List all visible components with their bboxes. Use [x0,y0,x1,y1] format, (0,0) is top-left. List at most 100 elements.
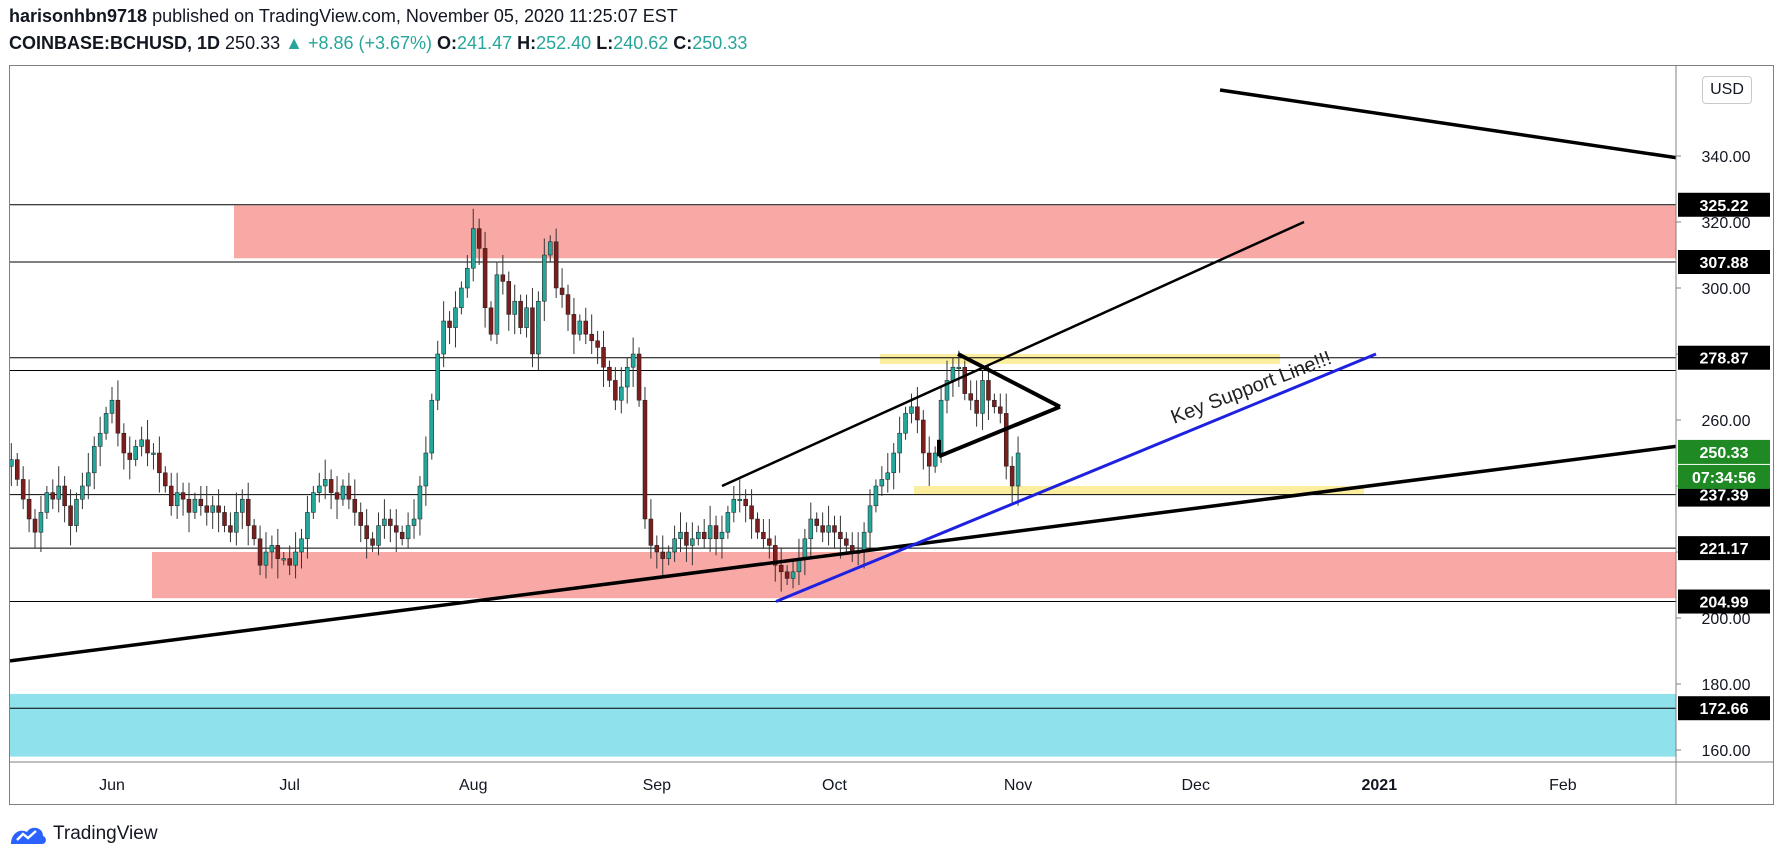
candle-body [157,452,162,474]
zone-resistance [234,205,1676,259]
author-name: harisonhbn9718 [9,6,148,26]
candle [435,340,440,411]
candle-body [370,538,375,546]
candle-body [802,538,808,559]
candle [838,515,843,559]
candle [547,235,553,262]
candle-body [696,531,701,540]
price-level-tag-label: 237.39 [1700,488,1749,505]
candle [701,519,707,549]
candle-body [1009,465,1015,487]
candle-body [263,551,269,566]
candle [921,410,926,470]
candle [482,231,488,328]
candle [630,337,636,387]
tradingview-footer[interactable]: TradingView [9,820,158,848]
candle [565,284,571,331]
candle-body [423,452,429,487]
candle [684,522,689,562]
candle-body [1003,413,1009,467]
candle-body [731,498,737,513]
candle [1009,456,1015,503]
candle [844,532,849,552]
candle-body [814,518,819,526]
candle-body [601,347,606,368]
candle-body [68,505,73,526]
candle [97,416,103,467]
candle [944,360,950,414]
price-level-tag [1678,536,1770,561]
candle [441,301,446,368]
candle-body [293,551,298,566]
candle [174,472,180,519]
candle-body [713,525,719,540]
candle-body [109,399,115,414]
candle [121,423,127,470]
candle-body [459,287,464,309]
zone-cyan [10,693,1676,757]
x-tick-label: Dec [1181,777,1209,794]
candle [151,443,156,470]
candle-body [630,353,636,368]
candle-body [399,531,405,540]
candle [885,453,891,493]
last-price-tag [1678,439,1770,464]
candle-body [974,399,979,414]
brand-name: TradingView [53,823,158,844]
candle-body [547,241,553,256]
y-tick-label: 260.00 [1702,413,1751,430]
candle [909,393,914,424]
candle-body [186,498,192,513]
candle [968,380,973,411]
candle-body [512,300,517,315]
candle-body [0,486,1,493]
candle [251,519,257,546]
low-label: L: [596,33,614,53]
candle-body [867,505,873,533]
candle-body [174,492,180,507]
candle-body [488,307,494,335]
candle [696,525,701,546]
x-tick-label: Jun [99,777,125,794]
candle-body [447,320,452,328]
price-level-tag [1678,345,1770,370]
candle [311,486,316,519]
candle [411,499,417,539]
upper-descending-line [1219,88,1676,160]
x-tick-label: Jul [279,777,299,794]
candle-body [909,406,914,414]
candle [536,291,541,371]
candle [429,393,435,460]
candle-body [725,512,731,533]
candle [204,486,210,526]
candle-body [778,564,784,573]
candle [583,307,589,345]
candle [186,482,192,533]
candle [755,512,760,539]
candle-body [583,320,589,335]
high-label: H: [517,33,537,53]
candle [80,472,85,510]
candle [672,525,677,562]
candle [139,426,144,457]
candle-body [20,479,26,500]
candle [642,387,648,529]
candle-body [334,492,340,500]
candle-body [476,228,482,249]
candle [494,261,500,345]
candle-body [607,366,612,381]
candle-body [44,492,50,513]
candle [530,288,535,368]
candle [109,387,115,424]
candle [10,443,14,486]
candle-body [1015,452,1021,487]
candle-body [240,498,245,513]
candle [370,532,375,552]
candle [388,509,393,543]
currency-button[interactable]: USD [1702,76,1752,104]
candle [234,492,239,546]
candle [198,486,204,516]
y-tick-label: 340.00 [1702,149,1751,166]
candle-body [542,254,547,302]
